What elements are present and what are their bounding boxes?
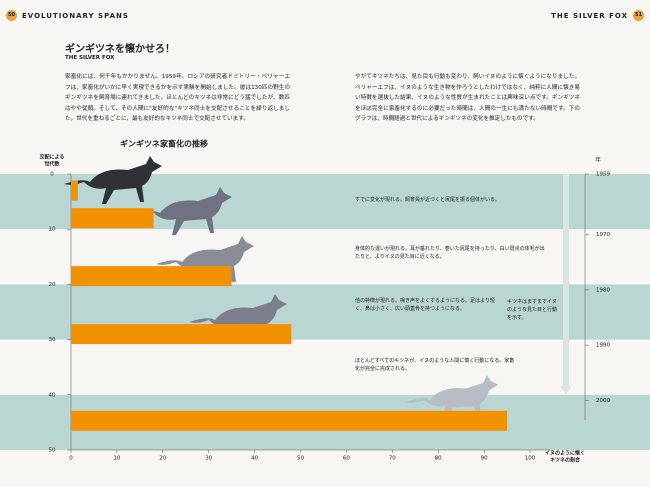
y2-tick-label: 1980 xyxy=(596,287,610,293)
bar xyxy=(71,410,508,431)
bar xyxy=(71,266,232,287)
y2-tick-label: 1970 xyxy=(596,232,610,238)
annotation: すでに変化が現れる。飼育員が近づくと尻尾を振る個体がいる。 xyxy=(355,197,501,203)
arrow xyxy=(560,386,572,394)
bar xyxy=(71,324,292,345)
fox xyxy=(405,375,499,421)
y2-tick-label: 1990 xyxy=(596,343,610,349)
running-head: THE SILVER FOX xyxy=(551,12,628,20)
y-label: 交配による xyxy=(40,154,65,161)
x-tick-label: 40 xyxy=(251,456,258,462)
x-tick-label: 100 xyxy=(525,456,536,462)
y2-tick-label: 2000 xyxy=(596,398,610,404)
x-label: キツネの割合 xyxy=(550,457,581,464)
y-tick-label: 10 xyxy=(49,227,56,233)
running-head: EVOLUTIONARY SPANS xyxy=(22,12,129,20)
y-label: 世代数 xyxy=(44,161,60,168)
article-subtitle: THE SILVER FOX xyxy=(65,55,115,61)
y-tick-label: 50 xyxy=(49,448,56,454)
y2-tick-label: 1959 xyxy=(596,172,610,178)
paragraph: 家畜化には、何千年もかかりません。1959年、ロシアの研究者ドミトリー・ベリャー… xyxy=(65,74,290,122)
fox xyxy=(64,156,162,204)
y-tick-label: 40 xyxy=(49,392,56,398)
annotation: ほとんどすべてのキツネが、イヌのような人間に懐く行動になる。家畜化が完全に完成さ… xyxy=(355,358,515,372)
x-tick-label: 50 xyxy=(297,456,304,462)
chart-title: ギンギツネ家畜化の推移 xyxy=(120,139,208,149)
annotation: キツネはますますイヌのような見た目と行動を示す。 xyxy=(507,299,558,321)
bar xyxy=(71,208,154,229)
fox xyxy=(134,187,232,235)
x-tick-label: 90 xyxy=(481,456,488,462)
x-tick-label: 10 xyxy=(113,456,120,462)
paragraph: やがてキツネたちは、見た目も行動も変わり、飼いイヌのように懐くようになりました。… xyxy=(355,74,580,122)
x-label: イヌのように懐く xyxy=(545,450,585,457)
x-tick-label: 0 xyxy=(69,456,73,462)
page-number: 50 xyxy=(6,10,17,21)
x-tick-label: 80 xyxy=(435,456,442,462)
y-tick-label: 20 xyxy=(49,282,56,288)
y2-label: 年 xyxy=(595,156,601,164)
x-tick-label: 20 xyxy=(159,456,166,462)
y-tick-label: 30 xyxy=(49,337,56,343)
bar xyxy=(71,180,78,201)
page-number: 51 xyxy=(633,10,644,21)
x-tick-label: 60 xyxy=(343,456,350,462)
timeline xyxy=(563,174,569,390)
y-tick-label: 0 xyxy=(50,172,54,178)
article-title: ギンギツネを懐かせろ！ xyxy=(65,44,175,55)
x-tick-label: 30 xyxy=(205,456,212,462)
annotation: 身体的な違いが現れる。耳が垂れたり、巻いた尻尾を持ったり、白い斑点の体毛が出たり… xyxy=(355,246,545,260)
x-tick-label: 70 xyxy=(389,456,396,462)
annotation: 他の特徴が現れる。鳴き声をよくするようになる。足はより短く、鼻は小さく、広い頭蓋… xyxy=(355,298,495,312)
